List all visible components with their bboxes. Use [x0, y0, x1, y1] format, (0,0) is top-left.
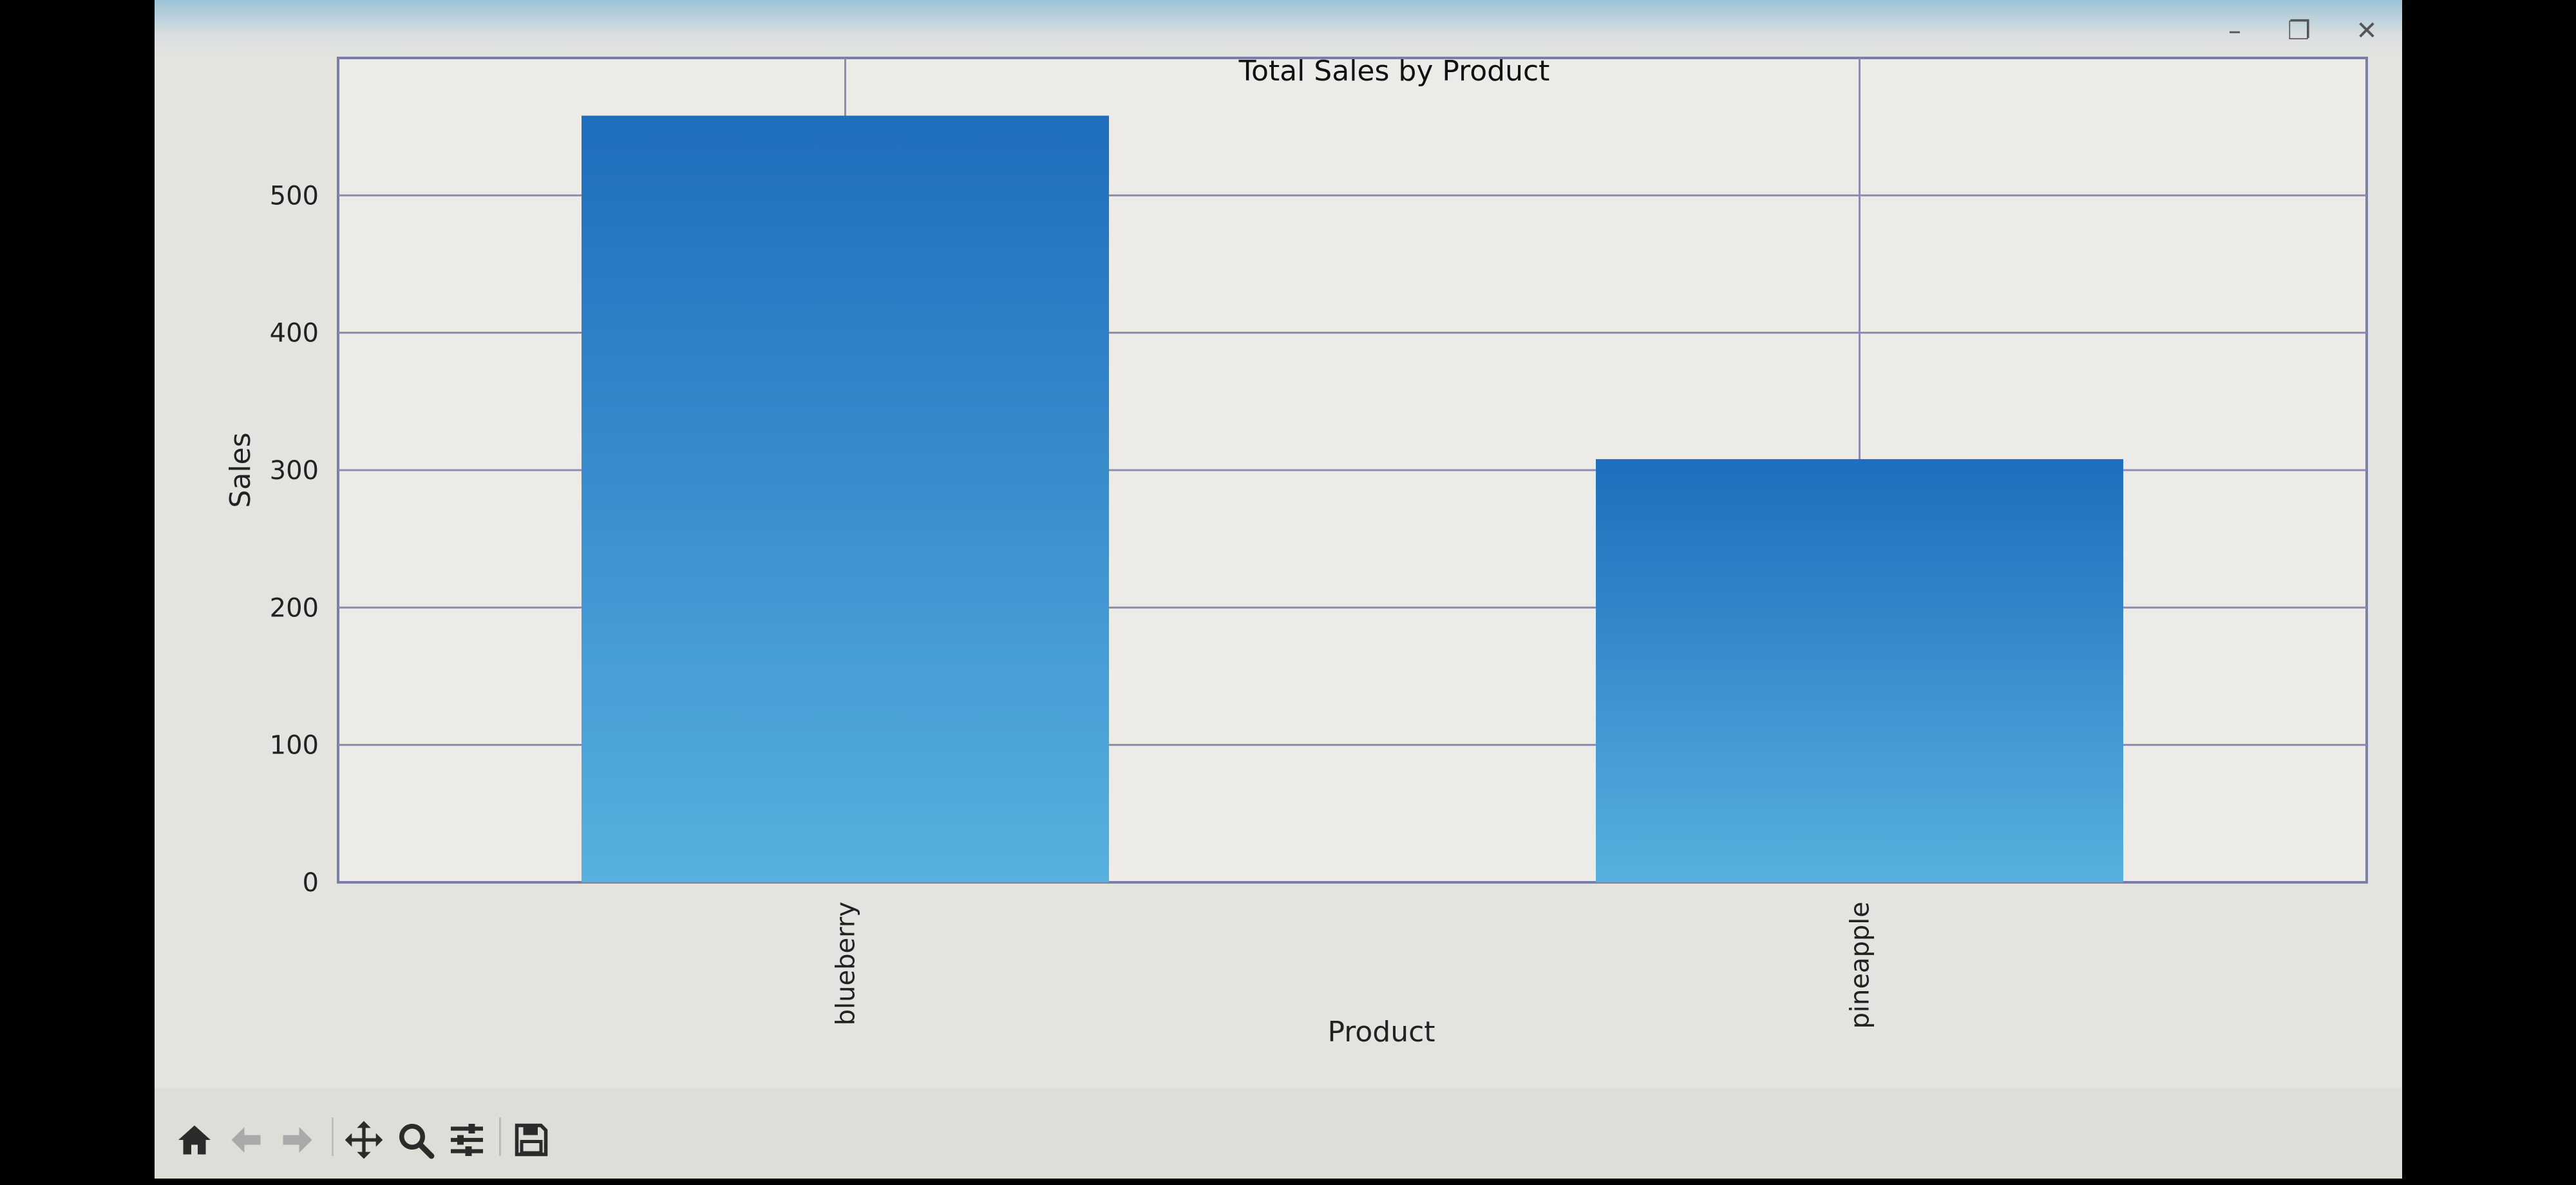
home-icon [178, 1125, 211, 1155]
forward-button[interactable] [272, 1114, 323, 1166]
back-icon [231, 1127, 261, 1153]
chart: 0 100 200 300 400 500 blueberry pineapple Total… [224, 55, 2368, 1048]
save-icon [515, 1123, 548, 1157]
back-button[interactable] [220, 1114, 272, 1166]
bar-pineapple [1596, 459, 2123, 882]
zoom-button[interactable] [390, 1114, 441, 1166]
y-tick-label: 300 [270, 456, 319, 486]
home-button[interactable] [169, 1114, 220, 1166]
y-tick-label: 0 [303, 868, 319, 898]
minimize-button[interactable]: – [2209, 12, 2260, 50]
y-axis-label: Sales [224, 432, 257, 507]
maximize-icon: ❐ [2287, 16, 2311, 46]
app-window: – ❐ ✕ 0 100 200 300 400 500 blueberry pineapple… [155, 0, 2402, 1179]
pan-button[interactable] [338, 1114, 390, 1166]
configure-icon [451, 1124, 483, 1156]
zoom-icon [399, 1124, 435, 1159]
close-icon: ✕ [2356, 16, 2378, 46]
pan-icon [345, 1121, 383, 1159]
title-bar: – ❐ ✕ [155, 0, 2402, 58]
forward-icon [283, 1127, 312, 1153]
x-tick-label: blueberry [831, 902, 861, 1025]
toolbar-separator [332, 1117, 334, 1156]
y-tick-label: 200 [270, 593, 319, 623]
minimize-icon: – [2228, 16, 2241, 46]
y-tick-label: 500 [270, 181, 319, 211]
navigation-toolbar [155, 1088, 2402, 1179]
y-tick-label: 100 [270, 731, 319, 761]
save-button[interactable] [506, 1114, 557, 1166]
bar-blueberry [582, 115, 1109, 883]
x-axis-label: Product [1327, 1016, 1435, 1048]
maximize-button[interactable]: ❐ [2273, 12, 2325, 50]
toolbar-separator [499, 1117, 501, 1156]
chart-title: Total Sales by Product [1238, 55, 1550, 88]
close-button[interactable]: ✕ [2341, 12, 2392, 50]
x-tick-label: pineapple [1846, 902, 1875, 1029]
y-tick-label: 400 [270, 319, 319, 348]
configure-button[interactable] [441, 1114, 493, 1166]
